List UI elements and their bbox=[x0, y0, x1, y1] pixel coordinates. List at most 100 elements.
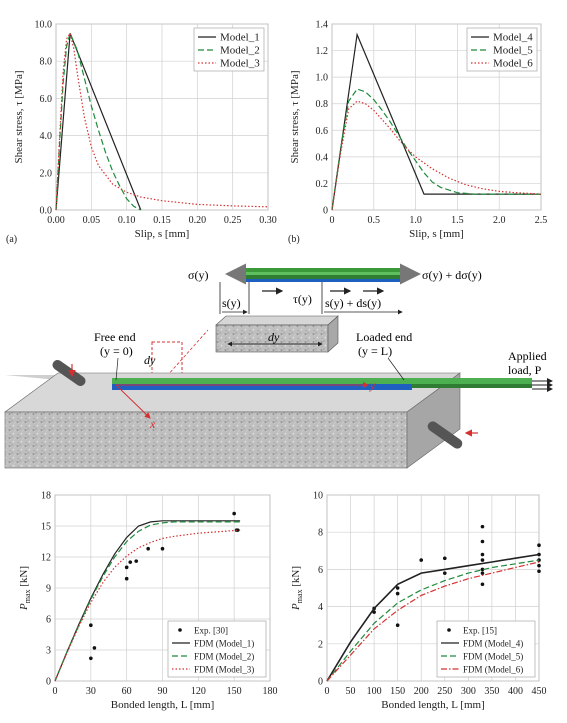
tau-label: τ(y) bbox=[293, 292, 312, 306]
y-axis-title: Shear stress, τ [MPa] bbox=[289, 70, 301, 163]
data-point bbox=[89, 623, 93, 627]
legend-label: Model_5 bbox=[493, 45, 533, 57]
x-tick-label: 400 bbox=[508, 686, 523, 697]
data-point bbox=[480, 582, 485, 587]
x-axis-title: Bonded length, L [mm] bbox=[381, 699, 484, 711]
x-tick-label: 0 bbox=[325, 686, 330, 697]
x-tick-label: 60 bbox=[122, 686, 132, 697]
data-point bbox=[395, 586, 400, 590]
y-axis-title: Shear stress, τ [MPa] bbox=[13, 70, 25, 163]
x-tick-label: 0 bbox=[330, 215, 335, 226]
y-axis-title: Pmax [kN] bbox=[290, 566, 304, 611]
y-tick-label: 0.0 bbox=[40, 206, 53, 217]
data-point bbox=[537, 558, 541, 562]
data-point bbox=[442, 571, 447, 575]
legend-label: Exp. [15] bbox=[463, 626, 497, 636]
loaded-end-label: Loaded end bbox=[356, 330, 412, 344]
x-axis-title: Bonded length, L [mm] bbox=[111, 699, 214, 711]
series-line-2 bbox=[55, 31, 142, 211]
axis-y-label: y bbox=[369, 378, 376, 392]
y-tick-label: 6.0 bbox=[40, 94, 53, 105]
data-point bbox=[480, 558, 485, 562]
y-tick-label: 0 bbox=[46, 677, 51, 688]
data-point bbox=[124, 565, 129, 570]
chart-a: 0.00 0.05 0.10 0.15 0.20 0.25 0.30 0.0 2.0 4.0 6.0… bbox=[6, 20, 277, 246]
y-tick-label: 8.0 bbox=[40, 57, 53, 68]
chart-c: 0 30 60 90 120 150 180 0 3 6 9 12 15 18 Bonded length,… bbox=[18, 491, 278, 712]
x-tick-label: 450 bbox=[532, 686, 547, 697]
y-tick-label: 1.2 bbox=[316, 46, 329, 57]
y-tick-label: 18 bbox=[41, 491, 51, 502]
data-point bbox=[232, 511, 236, 516]
s-y-label: s(y) bbox=[222, 296, 241, 310]
x-tick-label: 0.25 bbox=[224, 215, 242, 226]
legend: Exp. [30] FDM (Model_1) FDM (Model_2) FDM (… bbox=[167, 620, 267, 678]
data-point bbox=[442, 556, 447, 561]
strip-element bbox=[225, 263, 421, 285]
series-line-2 bbox=[326, 559, 540, 682]
s-y-ds-label: s(y) + ds(y) bbox=[325, 296, 381, 310]
support-roller-left bbox=[52, 359, 86, 387]
sigma-right-label: σ(y) + dσ(y) bbox=[422, 268, 482, 282]
y-tick-label: 4.0 bbox=[40, 131, 53, 142]
data-point bbox=[480, 539, 485, 544]
series-line-1 bbox=[55, 33, 142, 211]
x-tick-label: 1.0 bbox=[409, 215, 422, 226]
legend-label: FDM (Model_1) bbox=[194, 639, 254, 649]
data-point bbox=[480, 571, 485, 575]
data-point bbox=[480, 552, 485, 557]
x-tick-label: 0.20 bbox=[189, 215, 207, 226]
y-tick-label: 0.8 bbox=[316, 99, 329, 110]
data-point bbox=[134, 559, 139, 563]
x-tick-label: 0.30 bbox=[259, 215, 277, 226]
series-line-3 bbox=[331, 100, 542, 211]
data-point bbox=[480, 524, 485, 529]
panel-tag: (b) bbox=[288, 234, 300, 245]
dy-box-label: dy bbox=[268, 330, 280, 344]
legend-label: Model_4 bbox=[493, 32, 533, 44]
y-tick-label: 15 bbox=[41, 522, 51, 533]
support-roller-right bbox=[427, 421, 478, 449]
data-point bbox=[89, 656, 93, 661]
applied-label: Applied bbox=[508, 349, 547, 363]
applied-load-label: load, P bbox=[508, 363, 542, 377]
data-point bbox=[419, 558, 424, 562]
y-tick-label: 0.4 bbox=[316, 152, 329, 163]
x-tick-label: 350 bbox=[484, 686, 499, 697]
frp-strip bbox=[112, 378, 553, 392]
data-point bbox=[372, 610, 376, 614]
x-tick-label: 300 bbox=[461, 686, 476, 697]
data-point bbox=[537, 563, 541, 568]
data-point bbox=[395, 623, 400, 627]
x-tick-label: 150 bbox=[227, 686, 242, 697]
y-tick-label: 1.4 bbox=[316, 20, 329, 31]
x-tick-label: 150 bbox=[390, 686, 405, 697]
data-point bbox=[128, 560, 133, 564]
x-tick-label: 0.10 bbox=[118, 215, 136, 226]
data-point bbox=[537, 569, 541, 574]
data-point bbox=[160, 546, 165, 551]
legend-label: FDM (Model_4) bbox=[463, 639, 523, 649]
x-tick-label: 2.5 bbox=[535, 215, 548, 226]
series-line-3 bbox=[54, 529, 241, 682]
series-line-3 bbox=[326, 561, 540, 682]
series-line-2 bbox=[54, 521, 241, 682]
axis-x-label: x bbox=[149, 417, 156, 431]
data-point bbox=[146, 546, 150, 551]
series-line-2 bbox=[331, 88, 541, 211]
y-tick-label: 1.0 bbox=[316, 73, 329, 84]
legend-label: Model_6 bbox=[493, 58, 533, 70]
data-point bbox=[235, 528, 240, 532]
y-tick-label: 10.0 bbox=[35, 20, 53, 31]
y-tick-label: 10 bbox=[313, 491, 323, 502]
legend-label: Model_2 bbox=[220, 45, 260, 57]
x-tick-label: 0.15 bbox=[153, 215, 171, 226]
x-tick-label: 0.00 bbox=[47, 215, 65, 226]
x-tick-label: 30 bbox=[86, 686, 96, 697]
x-tick-label: 180 bbox=[263, 686, 278, 697]
y-tick-label: 0.6 bbox=[316, 126, 329, 137]
y-tick-label: 9 bbox=[46, 584, 51, 595]
free-end-condition: (y = 0) bbox=[100, 344, 133, 358]
data-point bbox=[92, 646, 97, 650]
